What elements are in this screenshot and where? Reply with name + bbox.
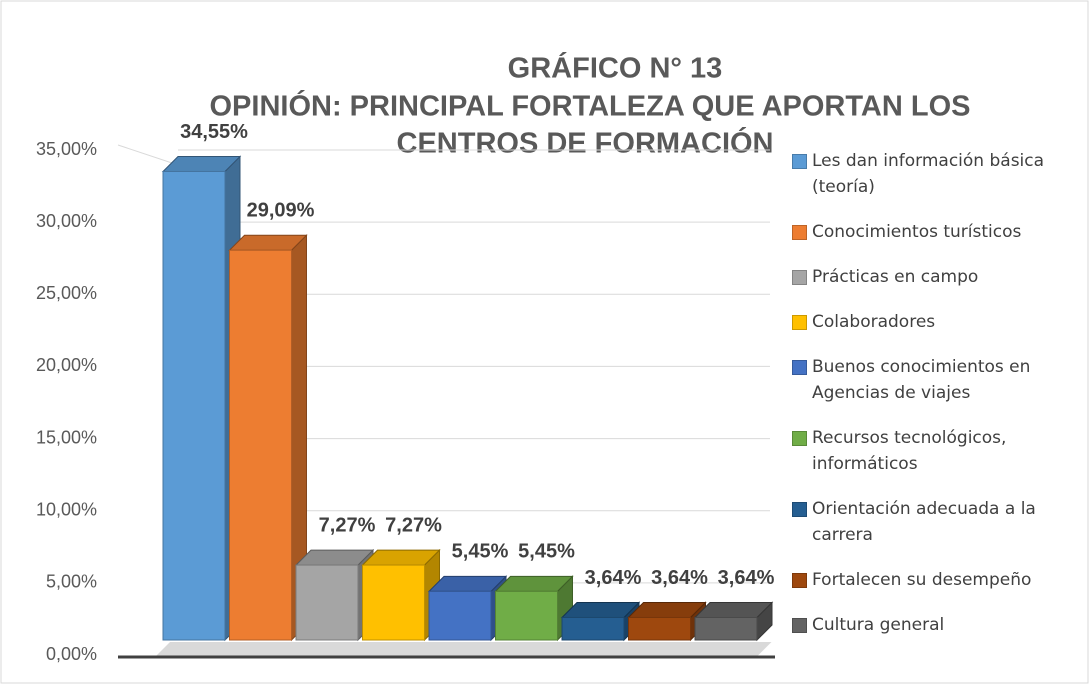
floor [155,642,772,657]
bar [494,575,574,642]
legend-label: Prácticas en campo [812,267,979,287]
value-label: 29,09% [247,200,315,222]
legend: Les dan información básica (teoría) Conoc… [792,148,1084,638]
value-label: 3,64% [651,567,708,589]
bar [161,155,242,642]
legend-swatch [792,618,807,633]
chart-title: OPINIÓN: PRINCIPAL FORTALEZA QUE APORTAN… [210,89,971,123]
legend-swatch [792,502,807,517]
bar-front [628,616,691,641]
legend-swatch [792,225,807,240]
bar [627,601,707,642]
chart-title: GRÁFICO N° 13 [508,51,723,85]
value-label: 3,64% [718,567,775,589]
bar-front [162,170,226,641]
legend-item: Cultura general [792,612,1084,638]
legend-swatch [792,573,807,588]
legend-swatch [792,360,807,375]
bar [693,601,774,642]
bar [361,548,441,642]
y-tick-label: 5,00% [46,572,97,592]
bar-front [295,564,359,641]
y-tick-label: 30,00% [36,211,97,231]
legend-item: Colaboradores [792,309,1084,335]
value-label: 7,27% [385,514,442,536]
legend-swatch [792,270,807,285]
legend-label: Conocimientos turísticos [812,222,1022,242]
bar [427,575,508,642]
legend-swatch [792,154,807,169]
legend-label: Les dan información básica (teoría) [812,151,1045,197]
legend-label: Cultura general [812,615,945,635]
value-label: 5,45% [518,541,575,563]
legend-item: Orientación adecuada a la carrera [792,496,1084,548]
bar [294,548,375,642]
bar [560,601,641,642]
y-tick-label: 15,00% [36,427,97,447]
bar-front [495,590,558,641]
bar-front [694,616,758,641]
legend-item: Prácticas en campo [792,264,1084,290]
bar-front [428,590,492,641]
value-label: 5,45% [452,541,509,563]
bar-front [561,616,625,641]
value-label: 34,55% [180,121,248,143]
axis-diagonal [117,144,179,166]
y-tick-label: 20,00% [36,355,97,375]
y-tick-label: 10,00% [36,499,97,519]
legend-item: Buenos conocimientos en Agencias de viaj… [792,354,1084,406]
legend-item: Conocimientos turísticos [792,219,1084,245]
legend-item: Fortalecen su desempeño [792,567,1084,593]
legend-item: Recursos tecnológicos, informáticos [792,425,1084,477]
y-tick-label: 0,00% [46,644,97,664]
value-label: 3,64% [585,567,642,589]
value-label: 7,27% [319,514,376,536]
bar-front [362,564,425,641]
legend-label: Recursos tecnológicos, informáticos [812,428,1007,474]
legend-label: Buenos conocimientos en Agencias de viaj… [812,357,1031,403]
y-tick-label: 25,00% [36,283,97,303]
y-tick-label: 35,00% [36,139,97,159]
legend-swatch [792,315,807,330]
chart-title: CENTROS DE FORMACIÓN [397,126,774,160]
legend-label: Fortalecen su desempeño [812,570,1032,590]
legend-label: Colaboradores [812,312,936,332]
legend-label: Orientación adecuada a la carrera [812,499,1036,545]
legend-swatch [792,431,807,446]
legend-item: Les dan información básica (teoría) [792,148,1084,200]
bar-front [229,249,292,641]
bar [228,234,308,642]
